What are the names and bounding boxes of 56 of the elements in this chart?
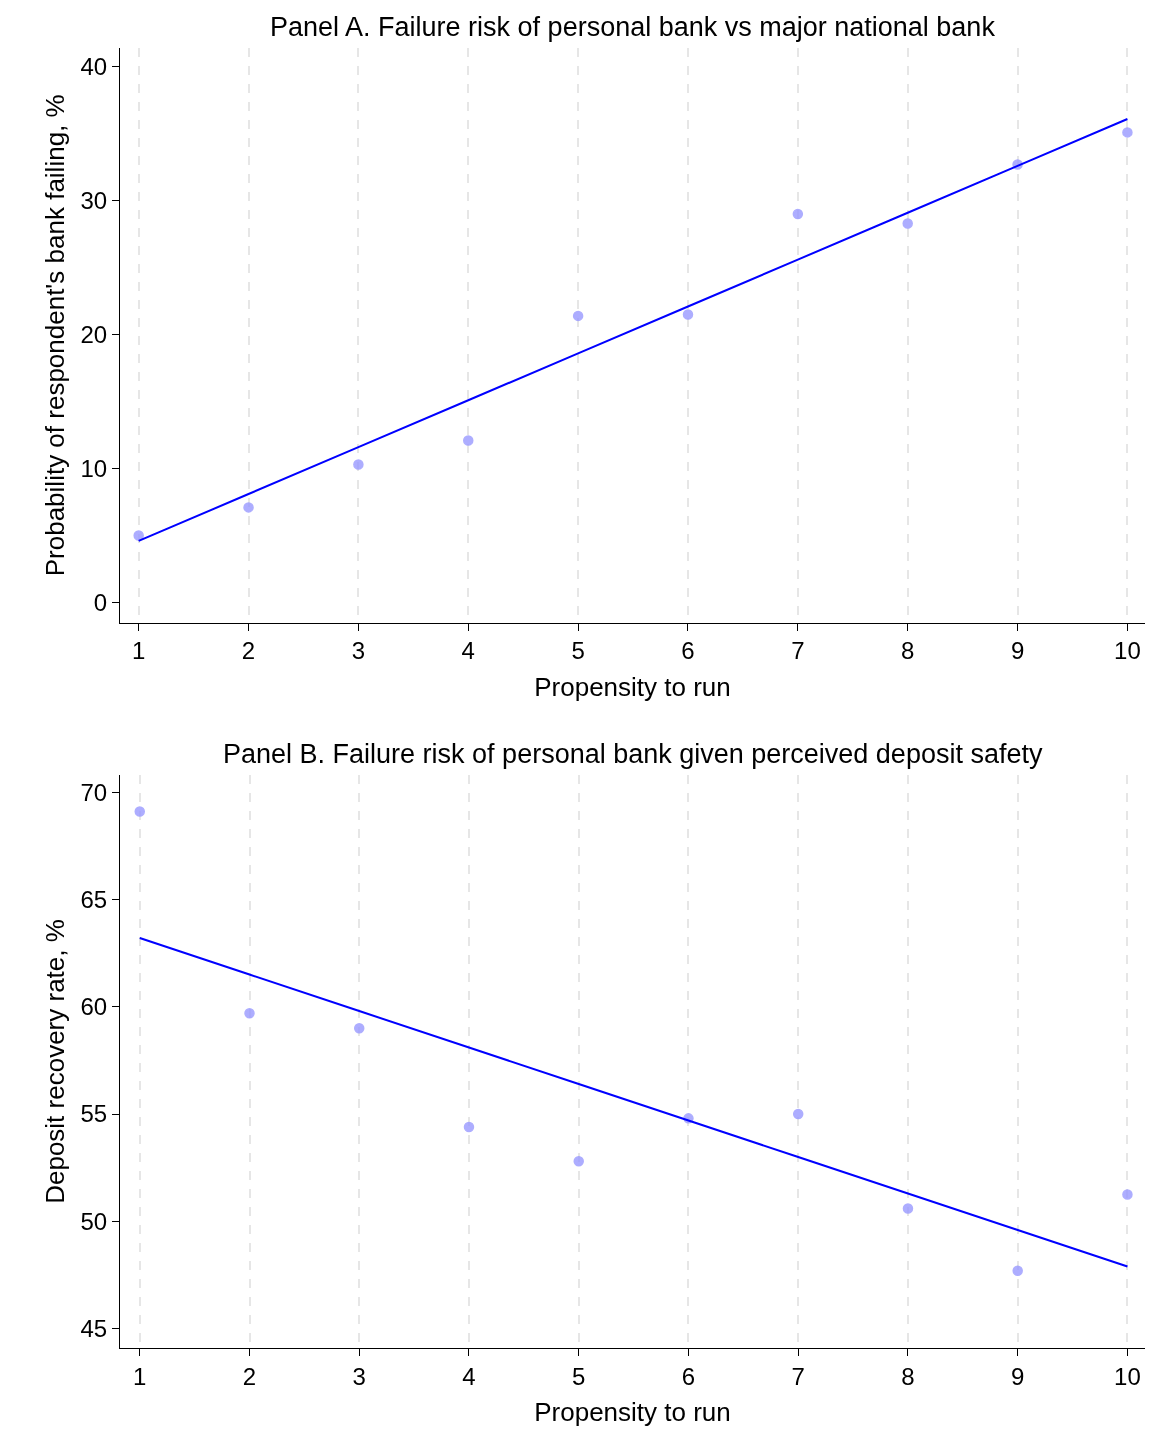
point (902, 218, 913, 229)
x-tick-label: 10 (1114, 637, 1141, 665)
y-tick-label: 70 (80, 778, 108, 806)
point (243, 502, 254, 513)
point (353, 459, 364, 470)
x-axis-title: Propensity to run (534, 1397, 731, 1428)
y-tick-label: 0 (93, 588, 108, 616)
point (244, 1007, 255, 1019)
x-tick-label: 3 (351, 637, 366, 665)
y-tick-label: 60 (80, 993, 108, 1021)
x-tick-label: 3 (352, 1362, 366, 1390)
x-axis-title: Propensity to run (534, 672, 731, 703)
y-tick-label: 20 (80, 321, 108, 349)
point (682, 309, 694, 320)
point (133, 530, 144, 541)
point (573, 1156, 584, 1167)
x-tick-label: 7 (791, 637, 805, 665)
y-tick-label: 65 (80, 885, 108, 913)
x-tick-label: 8 (901, 1362, 915, 1390)
x-tick-label: 5 (571, 637, 585, 665)
point (353, 1022, 365, 1034)
y-tick-label: 55 (80, 1100, 108, 1128)
point (134, 806, 145, 817)
point (572, 310, 584, 322)
point (1122, 127, 1133, 138)
point (1012, 1265, 1023, 1276)
x-tick-label: 9 (1010, 637, 1025, 665)
point (1122, 1189, 1133, 1200)
point (902, 1203, 914, 1214)
y-axis-title: Deposit recovery rate, % (39, 919, 70, 1204)
point (792, 1108, 804, 1120)
y-tick-label: 30 (80, 187, 108, 215)
x-tick-label: 4 (462, 1362, 476, 1390)
y-tick-label: 45 (80, 1315, 108, 1343)
x-tick-label: 8 (901, 637, 915, 665)
x-tick-label: 6 (681, 1362, 696, 1390)
line-series (138, 937, 1129, 1268)
y-tick-label: 50 (80, 1207, 108, 1235)
x-tick-label: 7 (791, 1362, 805, 1390)
x-tick-label: 2 (242, 1362, 257, 1390)
x-tick-label: 4 (461, 637, 475, 665)
point (463, 435, 474, 446)
y-tick-label: 40 (80, 53, 108, 81)
y-tick-label: 10 (80, 454, 108, 482)
x-tick-label: 2 (241, 637, 256, 665)
x-tick-label: 10 (1114, 1362, 1141, 1390)
x-tick-label: 6 (681, 637, 695, 665)
y-axis-title: Probability of respondent's bank failing, % (39, 94, 70, 577)
point (463, 1121, 475, 1133)
x-tick-label: 9 (1011, 1362, 1025, 1390)
chart-title: Panel B. Failure risk of personal bank given perceived deposit safety (223, 739, 1043, 769)
point (792, 208, 804, 220)
chart-title: Panel A. Failure risk of personal bank vs major national bank (270, 12, 996, 42)
x-tick-label: 1 (133, 1362, 147, 1390)
x-tick-label: 5 (572, 1362, 586, 1390)
x-tick-label: 1 (132, 637, 146, 665)
